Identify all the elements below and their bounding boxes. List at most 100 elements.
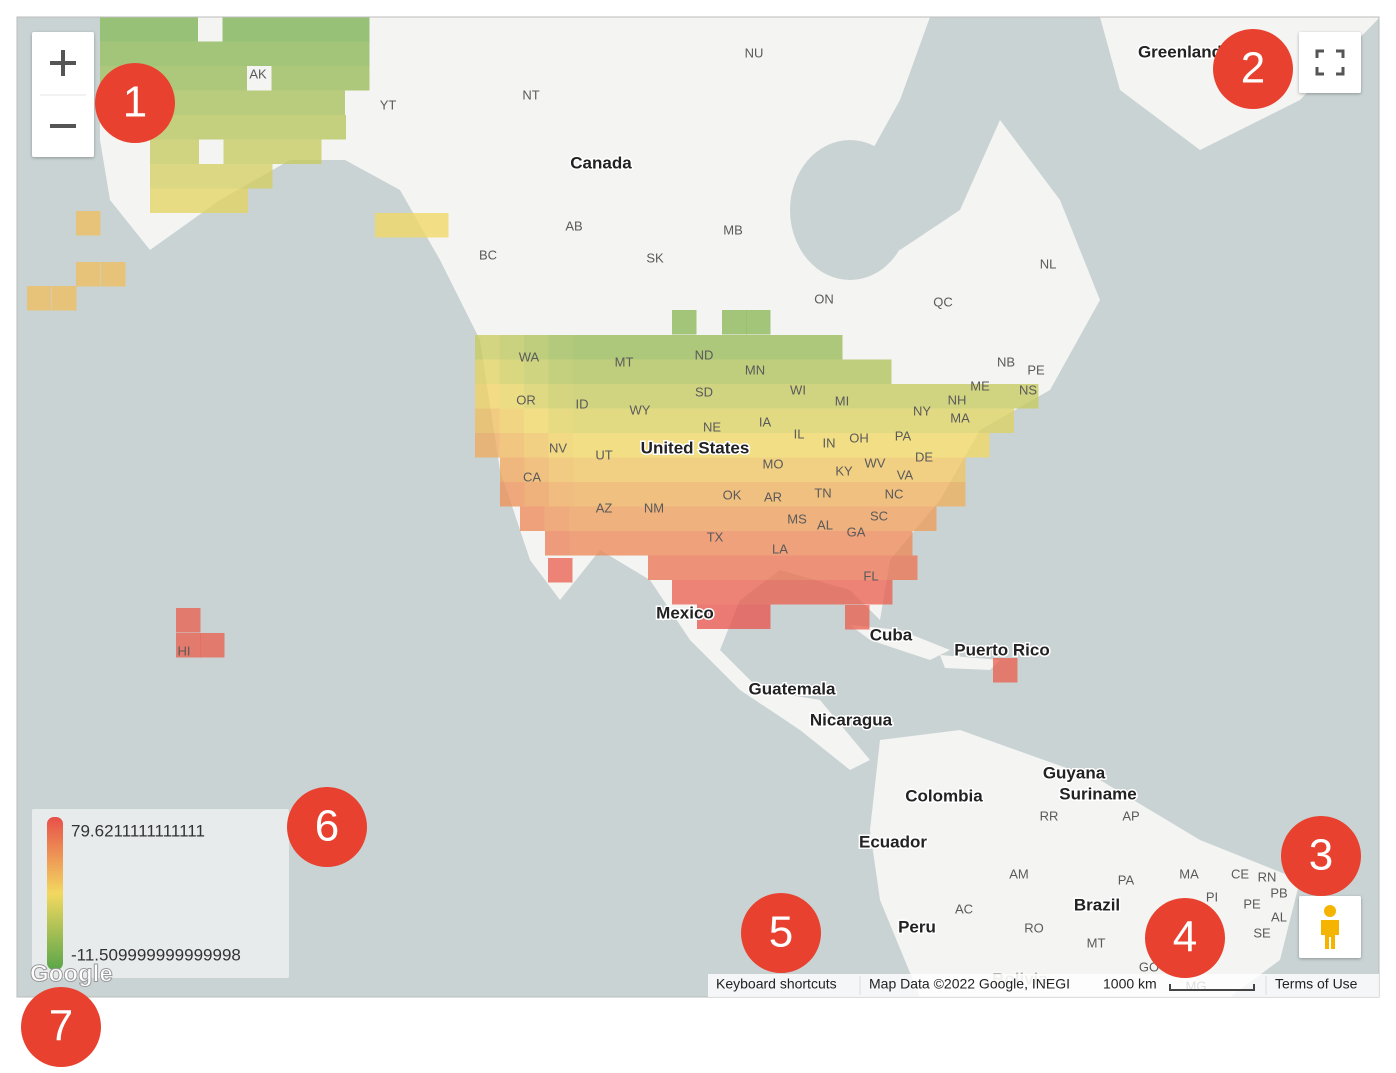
heat-cell [916, 457, 941, 482]
heat-cell [573, 359, 598, 384]
fullscreen-box[interactable] [1299, 32, 1361, 93]
heat-cell [818, 359, 843, 384]
heat-cell [200, 633, 225, 658]
country-label: Canada [570, 153, 632, 172]
region-label: OH [849, 430, 869, 445]
fullscreen-control[interactable] [1299, 32, 1361, 93]
heat-cell [720, 384, 745, 409]
heat-cell [124, 41, 149, 66]
heat-cell [720, 408, 745, 433]
region-label: PE [1027, 362, 1045, 377]
heat-cell [499, 408, 524, 433]
country-label: Greenland [1138, 42, 1222, 61]
heat-cell [548, 335, 573, 360]
heat-cell [793, 408, 818, 433]
callout-circle [1281, 816, 1361, 896]
heat-cell [692, 531, 717, 556]
heat-cell [375, 213, 400, 238]
callout-circle [1145, 898, 1225, 978]
heat-cell [647, 482, 672, 507]
heat-cell [622, 359, 647, 384]
heat-cell [149, 41, 174, 66]
callout-circle [741, 893, 821, 973]
region-label: ON [814, 291, 834, 306]
heat-cell [965, 433, 990, 458]
heat-cell [475, 335, 500, 360]
heat-cell [695, 359, 720, 384]
zoom-control [32, 32, 94, 157]
callout-circle [21, 987, 101, 1067]
legend-box [32, 809, 289, 978]
region-label: PA [895, 428, 912, 443]
heat-cell [671, 359, 696, 384]
heat-cell [499, 384, 524, 409]
region-label: WV [865, 455, 886, 470]
heat-cell [769, 457, 794, 482]
region-label: AP [1122, 808, 1139, 823]
region-label: IL [794, 426, 805, 441]
region-label: OK [723, 487, 742, 502]
heat-cell [941, 482, 966, 507]
keyboard-shortcuts[interactable]: Keyboard shortcuts [716, 976, 837, 992]
heat-cell [622, 433, 647, 458]
heat-cell [500, 457, 525, 482]
region-label: PE [1243, 896, 1261, 911]
region-label: QC [933, 294, 953, 309]
heat-cell [916, 384, 941, 409]
heat-cell [720, 457, 745, 482]
heat-cell [671, 335, 696, 360]
region-label: TX [707, 529, 724, 544]
heat-cell [744, 335, 769, 360]
heat-cell [720, 335, 745, 360]
callout-circle [1213, 29, 1293, 109]
heat-cell [150, 188, 175, 213]
pegman-control[interactable] [1299, 896, 1361, 958]
heat-cell [720, 359, 745, 384]
callout-number: 4 [1173, 913, 1197, 962]
heat-cell [76, 262, 101, 287]
region-label: AC [955, 901, 973, 916]
region-label: NC [885, 486, 904, 501]
heat-cell [839, 531, 864, 556]
heat-cell [696, 482, 721, 507]
region-label: VA [897, 467, 914, 482]
heat-cell [789, 506, 814, 531]
heat-cell [499, 359, 524, 384]
heat-cell [671, 457, 696, 482]
heat-cell [940, 384, 965, 409]
terms[interactable]: Terms of Use [1275, 976, 1358, 992]
heat-cell [740, 506, 765, 531]
region-label: SK [646, 250, 664, 265]
heat-cell [722, 310, 747, 335]
heat-cell [891, 408, 916, 433]
heat-cell [475, 408, 500, 433]
country-label: Puerto Rico [954, 640, 1049, 659]
region-label: CE [1231, 866, 1249, 881]
region-label: RO [1024, 920, 1044, 935]
heat-cell [271, 66, 296, 91]
callout-number: 1 [123, 78, 147, 127]
callout-circle [287, 787, 367, 867]
region-label: MI [835, 393, 849, 408]
heat-cell [863, 506, 888, 531]
heat-cell [696, 580, 721, 605]
heat-cell [745, 457, 770, 482]
callouts: 1 2 3 4 5 6 7 [21, 29, 1361, 1067]
heat-cell [940, 433, 965, 458]
heat-cell [199, 188, 224, 213]
heat-cell [272, 115, 297, 140]
heat-cell [646, 408, 671, 433]
zoom-in[interactable] [50, 50, 76, 76]
heat-cell [818, 457, 843, 482]
region-label: PA [1118, 872, 1135, 887]
heat-cell [271, 90, 296, 115]
footer-bg [708, 974, 1379, 997]
heat-cell [843, 580, 868, 605]
region-label: MA [950, 410, 970, 425]
heat-cell [940, 408, 965, 433]
region-label: UT [595, 447, 612, 462]
region-label: NU [745, 45, 764, 60]
heat-cell [296, 41, 321, 66]
heat-cell [672, 555, 697, 580]
heat-cell [993, 658, 1018, 683]
